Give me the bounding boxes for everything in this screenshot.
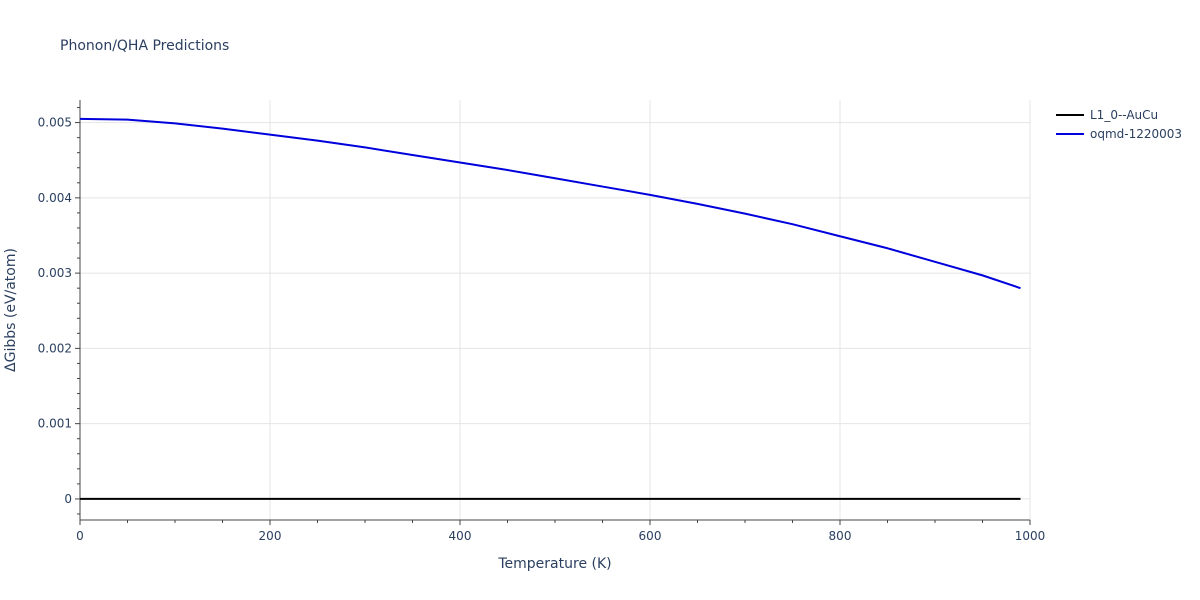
y-tick-label: 0.002 <box>38 341 72 355</box>
y-axis-title: ΔGibbs (eV/atom) <box>3 248 19 372</box>
chart-title: Phonon/QHA Predictions <box>60 38 229 54</box>
y-tick-label: 0.003 <box>38 266 72 280</box>
legend-label: L1_0--AuCu <box>1090 108 1158 122</box>
x-tick-label: 800 <box>829 529 852 543</box>
y-tick-label: 0.004 <box>38 191 72 205</box>
legend-item[interactable]: L1_0--AuCu <box>1056 108 1158 122</box>
x-axis-title: Temperature (K) <box>497 556 611 572</box>
legend-label: oqmd-1220003 <box>1090 127 1182 141</box>
y-tick-label: 0.001 <box>38 417 72 431</box>
x-tick-label: 0 <box>76 529 84 543</box>
x-tick-label: 200 <box>259 529 282 543</box>
axes: 0 200 400 600 800 1000 0 0.001 0.002 0.003 0.004 0.… <box>38 100 1046 543</box>
x-tick-label: 1000 <box>1015 529 1046 543</box>
legend[interactable]: L1_0--AuCu oqmd-1220003 <box>1056 108 1182 141</box>
series-line-oqmd-1220003 <box>79 117 1021 290</box>
x-tick-label: 400 <box>449 529 472 543</box>
y-tick-label: 0 <box>64 492 72 506</box>
x-tick-label: 600 <box>639 529 662 543</box>
legend-item[interactable]: oqmd-1220003 <box>1056 127 1182 141</box>
plot-area <box>79 117 1021 500</box>
y-tick-label: 0.005 <box>38 116 72 130</box>
